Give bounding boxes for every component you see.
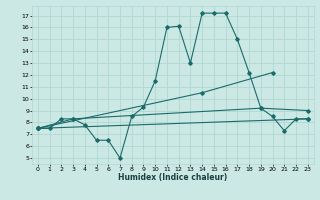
X-axis label: Humidex (Indice chaleur): Humidex (Indice chaleur) (118, 173, 228, 182)
